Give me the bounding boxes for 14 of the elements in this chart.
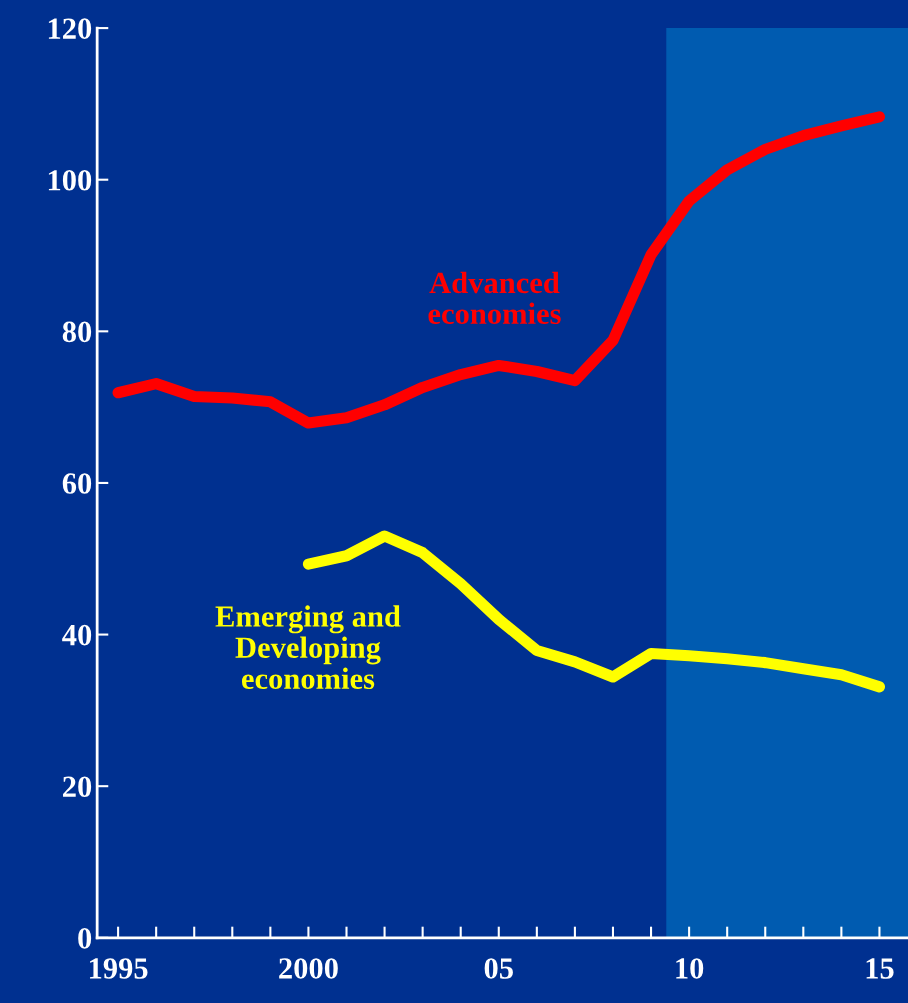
y-tick-label: 40 <box>62 624 92 646</box>
y-tick-label: 20 <box>63 776 92 798</box>
x-tick-label: 05 <box>484 958 513 979</box>
y-tick-label: 120 <box>48 18 92 39</box>
series-label: Advanced economies <box>428 271 561 325</box>
y-tick-label: 60 <box>62 473 92 494</box>
series-label: Emerging and Developing economies <box>215 605 401 690</box>
x-tick-label: 10 <box>676 958 704 979</box>
y-tick-label: 100 <box>48 169 92 191</box>
x-tick-label: 1995 <box>89 958 148 979</box>
y-tick-label: 0 <box>78 928 92 949</box>
x-tick-label: 15 <box>866 958 894 979</box>
x-tick-label: 2000 <box>279 958 338 979</box>
y-tick-label: 80 <box>62 321 92 343</box>
